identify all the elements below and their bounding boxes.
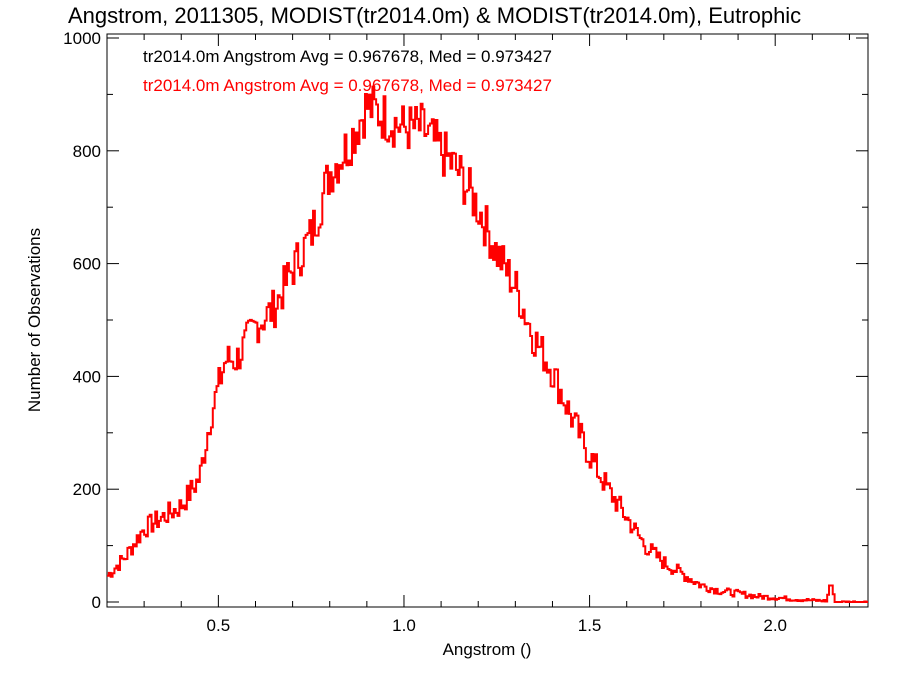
y-axis: 0 200 400 600 800 1000 [63,29,868,612]
y-tick-label-200: 200 [73,480,101,499]
x-tick-label-0.5: 0.5 [207,616,231,635]
y-tick-label-600: 600 [73,255,101,274]
y-tick-label-400: 400 [73,367,101,386]
y-tick-label-0: 0 [92,593,101,612]
chart-title: Angstrom, 2011305, MODIST(tr2014.0m) & M… [68,3,801,28]
y-tick-label-1000: 1000 [63,29,101,48]
x-axis-label: Angstrom () [443,640,532,659]
x-tick-label-1: 1.0 [392,616,416,635]
annotation-avg-med-red: tr2014.0m Angstrom Avg = 0.967678, Med =… [143,76,552,95]
x-axis: 0.5 1.0 1.5 2.0 [143,34,850,635]
x-tick-label-2: 2.0 [763,616,787,635]
y-axis-label: Number of Observations [25,228,44,412]
annotation-avg-med-black: tr2014.0m Angstrom Avg = 0.967678, Med =… [143,47,552,66]
y-tick-label-800: 800 [73,142,101,161]
series-histogram-line [107,85,868,603]
x-tick-label-1.5: 1.5 [578,616,602,635]
